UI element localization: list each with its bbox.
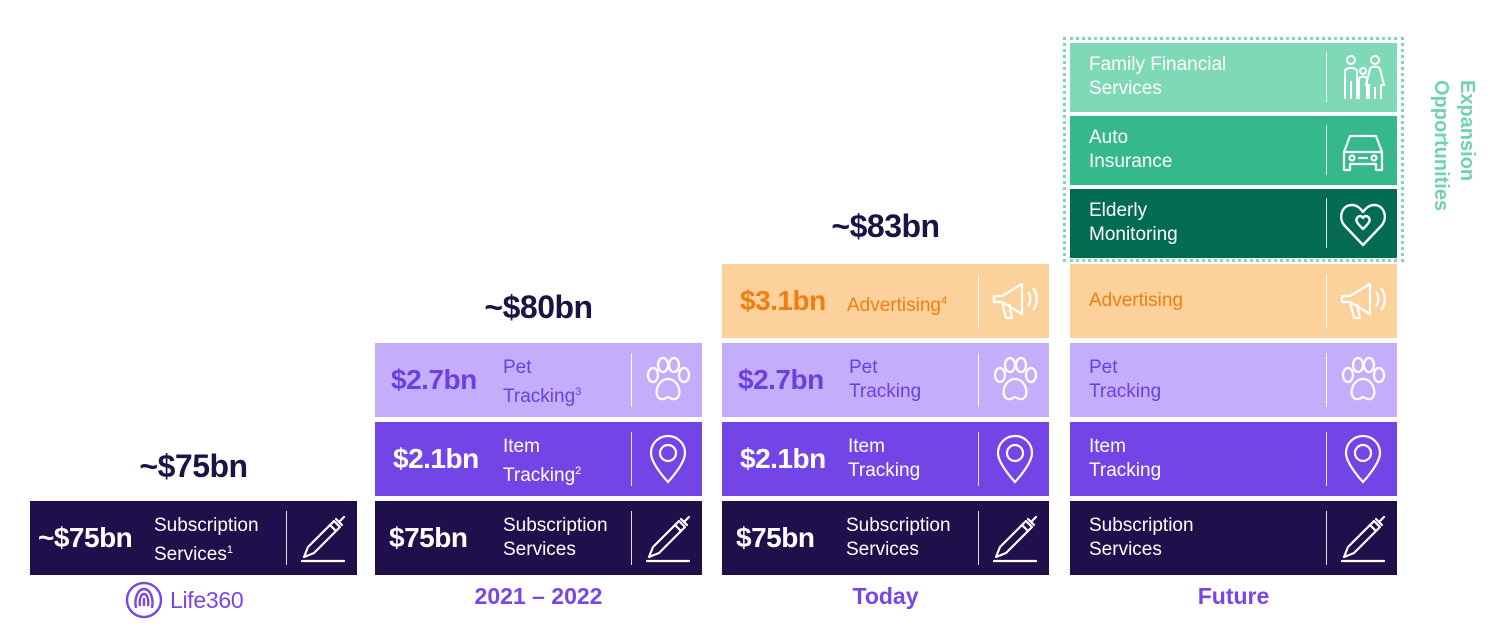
today-pet-block: $2.7bn Pet Tracking <box>722 343 1049 417</box>
life360-subscription-amount: ~$75bn <box>38 522 133 553</box>
divider <box>1326 353 1327 407</box>
divider <box>631 432 632 486</box>
heart-icon <box>1336 197 1390 251</box>
divider <box>1326 432 1327 486</box>
today-pet-amount: $2.7bn <box>738 364 824 395</box>
divider <box>1326 198 1327 248</box>
future-family-block: Family Financial Services <box>1070 43 1397 112</box>
y2021-subscription-block: $75bn Subscription Services <box>375 501 702 575</box>
pen-icon <box>1336 511 1390 565</box>
y2021-subscription-amount: $75bn <box>389 522 468 553</box>
location-pin-icon <box>1336 432 1390 486</box>
future-family-label: Family Financial Services <box>1089 54 1227 99</box>
y2021-total: ~$80bn <box>484 289 593 325</box>
today-column-label: Today <box>852 583 919 609</box>
megaphone-icon <box>1336 274 1390 328</box>
today-item-label: Item Tracking <box>848 436 921 481</box>
location-pin-icon <box>641 432 695 486</box>
life360-total: ~$75bn <box>139 448 248 484</box>
paw-icon <box>641 353 695 407</box>
megaphone-icon <box>988 274 1042 328</box>
future-advertising-label: Advertising <box>1089 290 1183 311</box>
y2021-pet-label: Pet Tracking3 <box>503 357 582 407</box>
pen-icon <box>988 511 1042 565</box>
today-total: ~$83bn <box>831 208 940 244</box>
future-item-label: Item Tracking <box>1089 436 1162 481</box>
divider <box>1326 125 1327 175</box>
divider <box>978 432 979 486</box>
today-item-amount: $2.1bn <box>740 443 826 474</box>
divider <box>978 353 979 407</box>
future-advertising-block: Advertising <box>1070 264 1397 338</box>
future-auto-block: Auto Insurance <box>1070 116 1397 185</box>
today-advertising-amount: $3.1bn <box>740 285 826 316</box>
y2021-column-label: 2021 – 2022 <box>474 583 603 609</box>
divider <box>286 511 287 565</box>
life360-logo-icon <box>125 581 163 619</box>
divider <box>978 511 979 565</box>
family-icon <box>1336 51 1390 105</box>
future-column-label: Future <box>1197 583 1270 609</box>
y2021-item-amount: $2.1bn <box>393 443 479 474</box>
footnote-1: 1 <box>226 544 233 556</box>
future-pet-block: Pet Tracking <box>1070 343 1397 417</box>
life360-subscription-label: Subscription Services1 <box>154 515 259 565</box>
pen-icon <box>296 511 350 565</box>
today-subscription-label: Subscription Services <box>846 515 951 560</box>
future-pet-label: Pet Tracking <box>1089 357 1162 402</box>
life360-logo: Life360 <box>124 580 244 620</box>
paw-icon <box>1336 353 1390 407</box>
today-advertising-label: Advertising4 <box>847 295 948 316</box>
life360-subscription-block: ~$75bn Subscription Services1 <box>30 501 357 575</box>
divider <box>978 274 979 328</box>
divider <box>1326 274 1327 328</box>
car-icon <box>1336 124 1390 178</box>
y2021-item-block: $2.1bn Item Tracking2 <box>375 422 702 496</box>
paw-icon <box>988 353 1042 407</box>
future-subscription-block: Subscription Services <box>1070 501 1397 575</box>
footnote-4: 4 <box>941 295 948 307</box>
today-subscription-amount: $75bn <box>736 522 815 553</box>
divider <box>1326 52 1327 102</box>
future-auto-label: Auto Insurance <box>1089 127 1173 172</box>
divider <box>1326 511 1327 565</box>
future-item-block: Item Tracking <box>1070 422 1397 496</box>
y2021-subscription-label: Subscription Services <box>503 515 608 560</box>
life360-logo-text: Life360 <box>170 586 244 613</box>
y2021-pet-amount: $2.7bn <box>391 364 477 395</box>
future-elderly-block: Elderly Monitoring <box>1070 189 1397 258</box>
y2021-pet-block: $2.7bn Pet Tracking3 <box>375 343 702 417</box>
location-pin-icon <box>988 432 1042 486</box>
footnote-3: 3 <box>575 386 582 398</box>
today-pet-label: Pet Tracking <box>849 357 922 402</box>
divider <box>631 353 632 407</box>
pen-icon <box>641 511 695 565</box>
future-elderly-label: Elderly Monitoring <box>1089 200 1178 245</box>
footnote-2: 2 <box>575 465 582 477</box>
today-advertising-block: $3.1bn Advertising4 <box>722 264 1049 338</box>
today-item-block: $2.1bn Item Tracking <box>722 422 1049 496</box>
future-subscription-label: Subscription Services <box>1089 515 1194 560</box>
expansion-opportunities-label: Expansion Opportunities <box>1430 80 1478 212</box>
today-subscription-block: $75bn Subscription Services <box>722 501 1049 575</box>
expansion-opportunities-box <box>1063 37 1404 262</box>
y2021-item-label: Item Tracking2 <box>503 436 582 486</box>
divider <box>631 511 632 565</box>
